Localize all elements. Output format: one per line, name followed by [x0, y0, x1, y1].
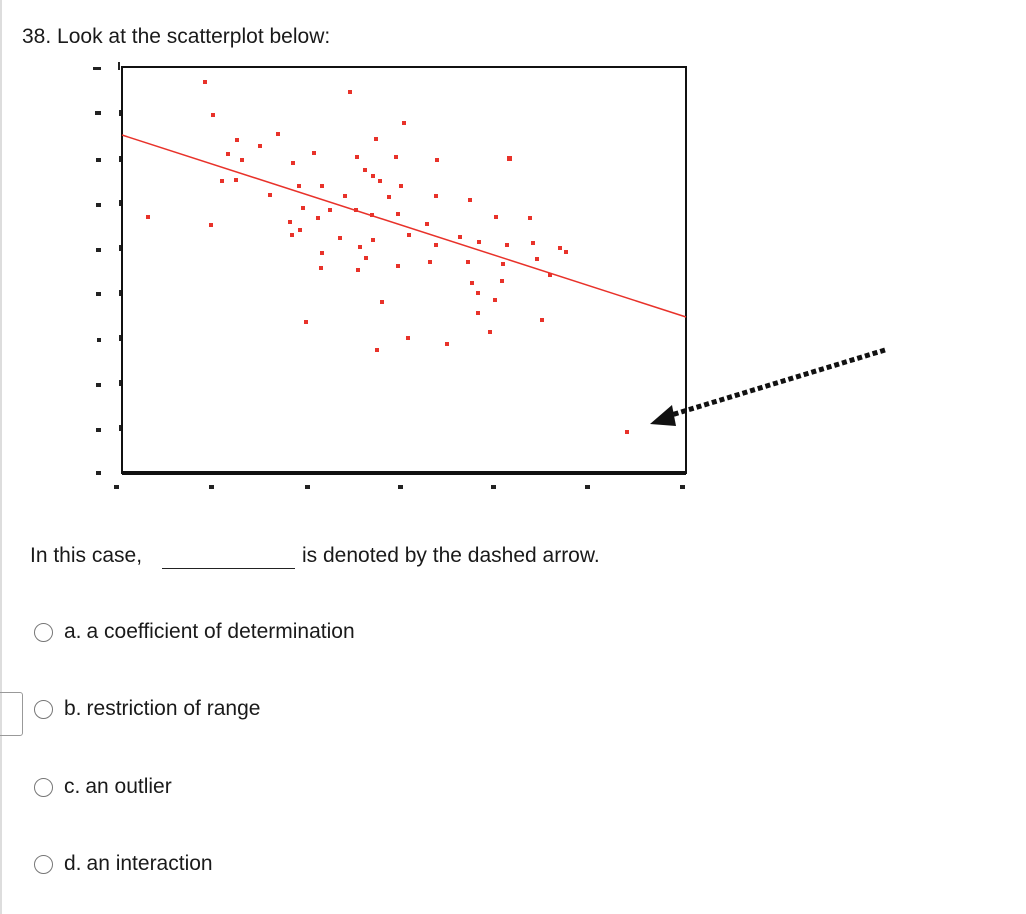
radio[interactable] [34, 622, 53, 642]
answer-blank [162, 568, 295, 569]
x-ticks [114, 485, 685, 489]
option-letter: c. [64, 775, 81, 798]
prompt-after: is denoted by the dashed arrow. [302, 544, 600, 567]
plot-frame [121, 66, 687, 474]
plot [93, 62, 886, 489]
option-text: an interaction [86, 852, 213, 875]
option-text: restriction of range [86, 697, 261, 720]
dashed-arrow-line [667, 347, 886, 419]
option-letter: a. [64, 620, 82, 643]
y-ticks [93, 62, 121, 475]
option[interactable]: c. an outlier [34, 774, 172, 800]
radio[interactable] [34, 699, 53, 719]
left-border [0, 0, 2, 914]
option-text: a coefficient of determination [86, 620, 355, 643]
arrow-head [650, 405, 676, 426]
regression-line [121, 134, 687, 318]
radio[interactable] [34, 854, 53, 874]
focus-box [0, 692, 23, 736]
question-title: 38. Look at the scatterplot below: [22, 25, 331, 48]
option[interactable]: d. an interaction [34, 851, 213, 877]
prompt-before: In this case, [30, 544, 143, 567]
scatterplot-image [93, 62, 886, 489]
option[interactable]: a. a coefficient of determination [34, 619, 355, 645]
option[interactable]: b. restriction of range [34, 696, 260, 722]
points [146, 80, 629, 434]
radio[interactable] [34, 777, 53, 797]
option-text: an outlier [85, 775, 172, 798]
option-letter: d. [64, 852, 82, 875]
option-letter: b. [64, 697, 82, 720]
